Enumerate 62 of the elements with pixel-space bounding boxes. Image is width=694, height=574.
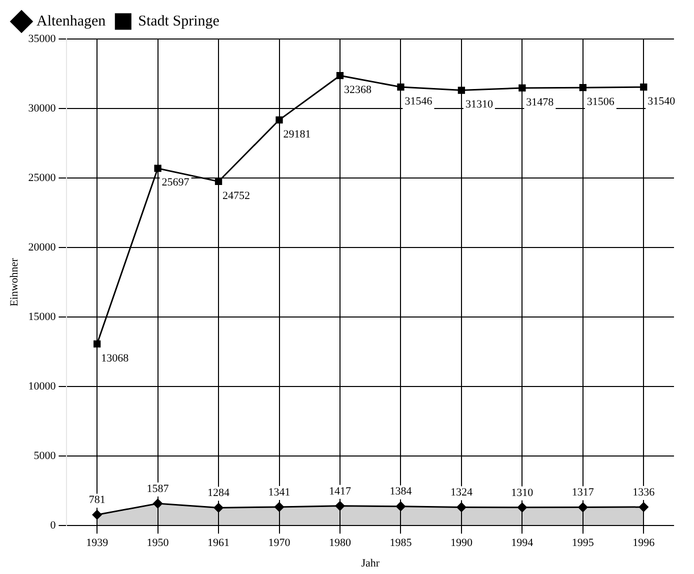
point xyxy=(92,510,102,520)
y-tick-label: 30000 xyxy=(28,102,56,114)
data-label: 31478 xyxy=(526,96,554,108)
data-label: 13068 xyxy=(101,352,130,364)
point xyxy=(397,83,404,91)
x-tick-label: 1996 xyxy=(632,537,656,550)
x-tick-label: 1994 xyxy=(511,537,534,550)
data-label: 29181 xyxy=(283,128,311,140)
point xyxy=(638,502,648,512)
point xyxy=(640,84,648,91)
y-tick-label: 10000 xyxy=(28,380,56,392)
legend-label: Stadt Springe xyxy=(138,13,220,30)
point xyxy=(518,84,526,92)
data-label: 1284 xyxy=(208,487,230,500)
x-tick-label: 1939 xyxy=(86,537,109,550)
x-tick-label: 1970 xyxy=(268,537,291,550)
data-label: 31540 xyxy=(648,95,676,108)
y-tick-label: 35000 xyxy=(28,32,56,45)
data-label: 31310 xyxy=(465,98,494,111)
point xyxy=(456,502,466,512)
y-tick-label: 25000 xyxy=(28,172,56,184)
y-tick-label: 0 xyxy=(50,519,56,532)
point xyxy=(578,502,588,512)
y-tick-label: 5000 xyxy=(34,450,56,462)
data-label: 1324 xyxy=(450,486,473,499)
point xyxy=(458,86,466,94)
data-label: 1384 xyxy=(390,486,412,498)
point xyxy=(579,84,586,92)
data-label: 1341 xyxy=(268,486,290,498)
legend-label: Altenhagen xyxy=(36,13,106,30)
point xyxy=(335,501,345,511)
x-axis-title: Jahr xyxy=(361,557,380,570)
data-label: 31506 xyxy=(586,96,615,108)
data-label: 1587 xyxy=(146,482,170,495)
data-label: 31546 xyxy=(404,95,433,108)
data-label: 1417 xyxy=(328,485,352,498)
point xyxy=(214,178,222,186)
point xyxy=(336,72,344,80)
point xyxy=(517,502,527,512)
x-tick-label: 1995 xyxy=(572,537,594,550)
y-tick-label: 20000 xyxy=(28,241,56,254)
data-label: 24752 xyxy=(222,190,250,202)
point xyxy=(93,340,101,348)
x-tick-label: 1990 xyxy=(450,537,473,550)
data-label: 25697 xyxy=(162,176,190,189)
x-tick-label: 1950 xyxy=(146,537,170,550)
x-tick-label: 1961 xyxy=(208,537,230,550)
y-axis-title: Einwohner xyxy=(8,258,20,306)
data-label: 781 xyxy=(88,494,106,506)
point xyxy=(214,503,224,512)
y-tick-label: 15000 xyxy=(28,310,56,323)
point xyxy=(154,164,162,172)
point xyxy=(274,502,284,512)
x-tick-label: 1985 xyxy=(390,537,412,550)
point xyxy=(153,498,163,508)
point xyxy=(276,116,283,124)
data-label: 32368 xyxy=(344,84,372,96)
data-label: 1317 xyxy=(572,486,594,499)
x-tick-label: 1980 xyxy=(328,537,352,550)
data-label: 1336 xyxy=(632,486,656,498)
point xyxy=(396,502,406,512)
data-label: 1310 xyxy=(511,486,534,499)
